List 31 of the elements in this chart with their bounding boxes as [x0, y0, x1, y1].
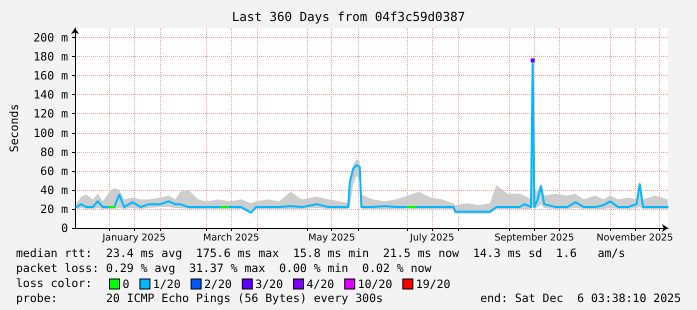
y-tick-label: 80 m [40, 144, 68, 159]
legend-label: 4/20 [306, 277, 334, 291]
x-tick-label: September 2025 [494, 232, 574, 244]
y-tick-label: 120 m [33, 106, 68, 121]
y-tick-label: 100 m [33, 126, 68, 140]
text: probe: 20 ICMP Echo Pings (56 Bytes) every 300s [16, 291, 383, 305]
y-tick-label: 140 m [33, 88, 68, 102]
y-tick-label: 60 m [40, 164, 68, 178]
legend-label: 10/20 [358, 277, 392, 291]
x-tick-label: July 2025 [409, 232, 454, 244]
y-tick-label: 40 m [40, 182, 68, 197]
x-tick-label: January 2025 [101, 232, 166, 244]
y-tick-label: 20 m [40, 202, 68, 216]
text: packet loss: 0.29 % avg 31.37 % max 0.00 % min 0.02 % now [16, 261, 432, 275]
legend-title: loss color: [16, 276, 92, 290]
legend-label: 0 [122, 277, 130, 291]
y-tick-label: 0 [61, 221, 68, 235]
y-axis-title: Seconds [7, 104, 21, 152]
text: median rtt: 23.4 ms avg 175.6 ms max 15.8 ms min 21.5 ms now 14.3 ms sd 1.6 am/s [16, 246, 626, 260]
legend-label: 3/20 [255, 277, 284, 291]
x-tick-label: May 2025 [308, 232, 356, 244]
y-tick-label: 200 m [33, 30, 68, 45]
x-tick-label: November 2025 [596, 232, 674, 244]
legend-label: 1/20 [152, 277, 181, 291]
y-tick-label: 180 m [33, 50, 68, 64]
legend-label: 2/20 [204, 277, 232, 291]
text: end: Sat Dec 6 03:38:10 2025 [480, 291, 681, 305]
chart-title: Last 360 Days from 04f3c59d0387 [232, 9, 466, 24]
legend-label: 19/20 [416, 277, 451, 291]
x-tick-label: March 2025 [203, 232, 260, 244]
y-tick-label: 160 m [33, 68, 68, 83]
